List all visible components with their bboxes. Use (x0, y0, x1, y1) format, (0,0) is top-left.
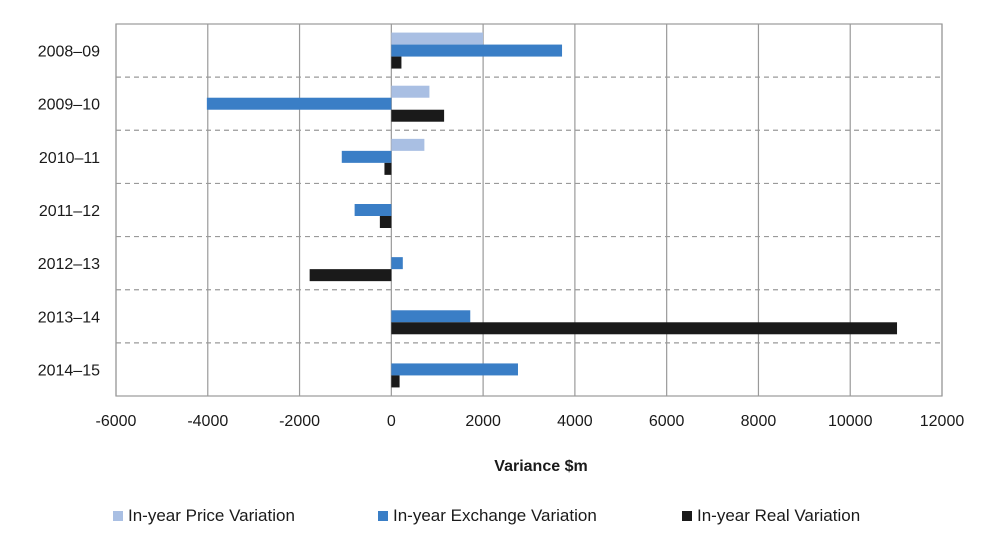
bar-in-year-exchange-variation-3 (354, 204, 392, 216)
legend-swatch (682, 511, 692, 521)
bar-in-year-real-variation-0 (391, 56, 402, 69)
category-label: 2013–14 (38, 309, 100, 326)
grid-lines (115, 24, 943, 396)
x-tick-label: 8000 (741, 413, 777, 430)
x-tick-label: 6000 (649, 413, 685, 430)
bar-in-year-real-variation-5 (391, 322, 898, 335)
bar-in-year-exchange-variation-6 (391, 363, 518, 376)
legend-item: In-year Exchange Variation (378, 506, 597, 526)
category-labels: 2008–09 2009–10 2010–11 2011–12 2012–13 2013–… (38, 44, 100, 380)
legend-swatch (113, 511, 123, 521)
category-label: 2014–15 (38, 362, 100, 379)
x-tick-labels: -6000 -4000 -2000 0 2000 4000 6000 8000 10000 120… (96, 413, 965, 430)
legend-item: In-year Price Variation (113, 506, 295, 526)
legend-item: In-year Real Variation (682, 506, 860, 526)
legend: In-year Price Variation In-year Exchange … (0, 506, 996, 532)
bar-in-year-exchange-variation-5 (391, 310, 471, 323)
bar-in-year-real-variation-3 (379, 216, 392, 228)
legend-label: In-year Real Variation (697, 506, 861, 525)
bar-in-year-exchange-variation-2 (341, 150, 392, 163)
category-label: 2011–12 (39, 203, 100, 220)
bar-in-year-exchange-variation-1 (206, 97, 392, 110)
bars (206, 32, 898, 388)
bar-in-year-price-variation-2 (391, 138, 425, 151)
x-tick-label: 10000 (828, 413, 873, 430)
legend-swatch (378, 511, 388, 521)
x-tick-label: -4000 (187, 413, 228, 430)
bar-in-year-real-variation-1 (391, 109, 445, 122)
category-label: 2010–11 (39, 150, 100, 167)
x-axis-title: Variance $m (494, 458, 587, 475)
bar-in-year-exchange-variation-4 (391, 257, 403, 270)
category-label: 2009–10 (38, 97, 100, 114)
bar-in-year-exchange-variation-0 (391, 44, 563, 57)
legend-label: In-year Exchange Variation (393, 506, 597, 525)
x-tick-label: 12000 (920, 413, 965, 430)
category-label: 2008–09 (38, 44, 100, 61)
x-tick-label: -6000 (96, 413, 137, 430)
legend-label: In-year Price Variation (128, 506, 295, 525)
x-tick-label: 4000 (557, 413, 593, 430)
category-label: 2012–13 (38, 256, 100, 273)
x-tick-label: -2000 (279, 413, 320, 430)
x-tick-label: 0 (387, 413, 396, 430)
bar-in-year-real-variation-4 (309, 269, 392, 282)
bar-in-year-price-variation-0 (391, 32, 484, 45)
plot-frame (115, 23, 943, 397)
plot-border (115, 23, 943, 397)
bar-in-year-price-variation-1 (391, 85, 430, 98)
bar-in-year-real-variation-6 (391, 375, 400, 388)
x-tick-label: 2000 (465, 413, 501, 430)
bar-in-year-real-variation-2 (384, 162, 392, 175)
bar-chart: 2008–09 2009–10 2010–11 2011–12 2012–13 2013–… (38, 23, 965, 475)
